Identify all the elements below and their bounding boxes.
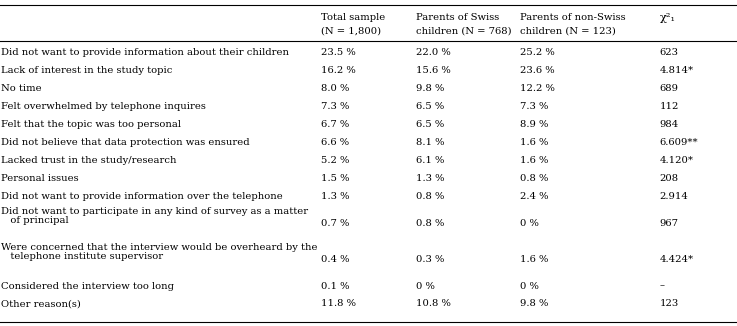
Text: 4.814*: 4.814* bbox=[660, 67, 694, 75]
Text: Lack of interest in the study topic: Lack of interest in the study topic bbox=[1, 67, 173, 75]
Text: 6.5 %: 6.5 % bbox=[416, 120, 444, 129]
Text: 967: 967 bbox=[660, 219, 679, 228]
Text: Parents of Swiss: Parents of Swiss bbox=[416, 13, 500, 22]
Text: 8.9 %: 8.9 % bbox=[520, 120, 548, 129]
Text: 0.8 %: 0.8 % bbox=[416, 219, 445, 228]
Text: Personal issues: Personal issues bbox=[1, 174, 79, 183]
Text: 8.0 %: 8.0 % bbox=[321, 84, 349, 93]
Text: 5.2 %: 5.2 % bbox=[321, 156, 349, 165]
Text: Did not believe that data protection was ensured: Did not believe that data protection was… bbox=[1, 138, 250, 147]
Text: 9.8 %: 9.8 % bbox=[416, 84, 445, 93]
Text: 0.4 %: 0.4 % bbox=[321, 255, 349, 264]
Text: 15.6 %: 15.6 % bbox=[416, 67, 451, 75]
Text: Felt that the topic was too personal: Felt that the topic was too personal bbox=[1, 120, 181, 129]
Text: 1.6 %: 1.6 % bbox=[520, 255, 548, 264]
Text: Lacked trust in the study/research: Lacked trust in the study/research bbox=[1, 156, 177, 165]
Text: Were concerned that the interview would be overheard by the: Were concerned that the interview would … bbox=[1, 243, 318, 252]
Text: 12.2 %: 12.2 % bbox=[520, 84, 554, 93]
Text: 4.424*: 4.424* bbox=[660, 255, 694, 264]
Text: Did not want to provide information over the telephone: Did not want to provide information over… bbox=[1, 192, 283, 201]
Text: 6.1 %: 6.1 % bbox=[416, 156, 445, 165]
Text: children (N = 123): children (N = 123) bbox=[520, 26, 615, 36]
Text: 6.5 %: 6.5 % bbox=[416, 102, 444, 111]
Text: 208: 208 bbox=[660, 174, 679, 183]
Text: Parents of non-Swiss: Parents of non-Swiss bbox=[520, 13, 625, 22]
Text: of principal: of principal bbox=[1, 216, 69, 225]
Text: 23.6 %: 23.6 % bbox=[520, 67, 554, 75]
Text: telephone institute supervisor: telephone institute supervisor bbox=[1, 252, 164, 261]
Text: 8.1 %: 8.1 % bbox=[416, 138, 445, 147]
Text: χ²₁: χ²₁ bbox=[660, 13, 676, 23]
Text: 6.609**: 6.609** bbox=[660, 138, 698, 147]
Text: 2.4 %: 2.4 % bbox=[520, 192, 548, 201]
Text: 11.8 %: 11.8 % bbox=[321, 300, 355, 308]
Text: Total sample: Total sample bbox=[321, 13, 385, 22]
Text: 0.3 %: 0.3 % bbox=[416, 255, 445, 264]
Text: 0.8 %: 0.8 % bbox=[416, 192, 445, 201]
Text: 0 %: 0 % bbox=[520, 219, 539, 228]
Text: 9.8 %: 9.8 % bbox=[520, 300, 548, 308]
Text: Felt overwhelmed by telephone inquires: Felt overwhelmed by telephone inquires bbox=[1, 102, 206, 111]
Text: 1.6 %: 1.6 % bbox=[520, 156, 548, 165]
Text: –: – bbox=[660, 282, 665, 290]
Text: Other reason(s): Other reason(s) bbox=[1, 300, 81, 308]
Text: 6.7 %: 6.7 % bbox=[321, 120, 349, 129]
Text: 23.5 %: 23.5 % bbox=[321, 49, 355, 57]
Text: No time: No time bbox=[1, 84, 42, 93]
Text: children (N = 768): children (N = 768) bbox=[416, 26, 512, 36]
Text: 16.2 %: 16.2 % bbox=[321, 67, 355, 75]
Text: 123: 123 bbox=[660, 300, 679, 308]
Text: 112: 112 bbox=[660, 102, 679, 111]
Text: 6.6 %: 6.6 % bbox=[321, 138, 349, 147]
Text: 0.8 %: 0.8 % bbox=[520, 174, 548, 183]
Text: (N = 1,800): (N = 1,800) bbox=[321, 26, 381, 36]
Text: 1.6 %: 1.6 % bbox=[520, 138, 548, 147]
Text: 25.2 %: 25.2 % bbox=[520, 49, 554, 57]
Text: 2.914: 2.914 bbox=[660, 192, 688, 201]
Text: 623: 623 bbox=[660, 49, 679, 57]
Text: 0 %: 0 % bbox=[416, 282, 436, 290]
Text: Considered the interview too long: Considered the interview too long bbox=[1, 282, 175, 290]
Text: 10.8 %: 10.8 % bbox=[416, 300, 451, 308]
Text: 4.120*: 4.120* bbox=[660, 156, 694, 165]
Text: 984: 984 bbox=[660, 120, 679, 129]
Text: 1.5 %: 1.5 % bbox=[321, 174, 349, 183]
Text: 7.3 %: 7.3 % bbox=[321, 102, 349, 111]
Text: 0 %: 0 % bbox=[520, 282, 539, 290]
Text: Did not want to participate in any kind of survey as a matter: Did not want to participate in any kind … bbox=[1, 207, 309, 216]
Text: Did not want to provide information about their children: Did not want to provide information abou… bbox=[1, 49, 290, 57]
Text: 7.3 %: 7.3 % bbox=[520, 102, 548, 111]
Text: 0.7 %: 0.7 % bbox=[321, 219, 349, 228]
Text: 689: 689 bbox=[660, 84, 679, 93]
Text: 1.3 %: 1.3 % bbox=[416, 174, 445, 183]
Text: 1.3 %: 1.3 % bbox=[321, 192, 349, 201]
Text: 22.0 %: 22.0 % bbox=[416, 49, 451, 57]
Text: 0.1 %: 0.1 % bbox=[321, 282, 349, 290]
